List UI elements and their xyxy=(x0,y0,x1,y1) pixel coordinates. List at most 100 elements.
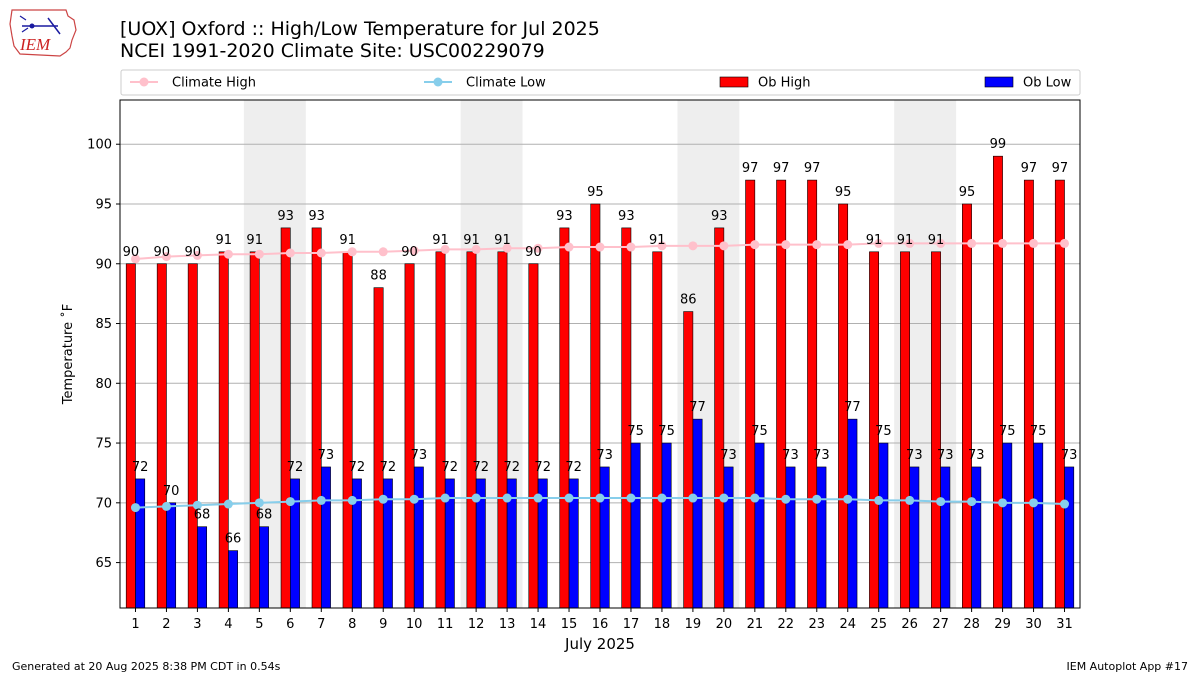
ob-high-bar xyxy=(404,263,415,609)
ob-high-bar xyxy=(249,251,260,609)
climate-low-point xyxy=(1029,498,1039,508)
climate-low-point xyxy=(781,494,791,504)
ob-low-legend-patch xyxy=(984,76,1014,88)
ob-high-bar xyxy=(992,155,1003,609)
ob-high-bar xyxy=(590,203,601,609)
ob-low-label: 75 xyxy=(1030,424,1047,439)
climate-low-point xyxy=(409,494,419,504)
ob-high-bar xyxy=(466,251,477,609)
ob-low-label: 75 xyxy=(875,424,892,439)
climate-low-point xyxy=(967,497,977,507)
y-axis-title: Temperature ˚F xyxy=(60,304,76,405)
ob-low-label: 73 xyxy=(906,448,923,463)
data-labels: 90 90 90 91 91 93 93 91 88 90 91 91 91 90 93 95 93 91 86 93… xyxy=(123,137,1078,546)
climate-high-legend-marker xyxy=(139,77,149,87)
climate-low-point xyxy=(657,493,667,503)
x-tick-label: 30 xyxy=(1025,617,1042,632)
iem-logo: IEM xyxy=(9,9,77,57)
climate-low-point xyxy=(316,495,326,505)
ob-low-label: 72 xyxy=(380,460,397,475)
y-tick-label: 85 xyxy=(95,317,112,332)
ob-low-bar xyxy=(1033,442,1044,609)
ob-low-label: 73 xyxy=(968,448,985,463)
ob-low-label: 73 xyxy=(318,448,335,463)
ob-high-label: 91 xyxy=(928,233,945,248)
x-tick-label: 7 xyxy=(317,617,325,632)
climate-high-legend-label: Climate High xyxy=(172,76,256,91)
y-tick-label: 100 xyxy=(87,138,112,153)
x-tick-label: 6 xyxy=(286,617,294,632)
climate-high-point xyxy=(285,248,295,258)
x-tick-label: 19 xyxy=(685,617,702,632)
ob-low-label: 72 xyxy=(503,460,520,475)
climate-high-point xyxy=(595,242,605,252)
ob-high-bar xyxy=(497,251,508,609)
climate-high-point xyxy=(192,250,202,260)
y-tick-label: 75 xyxy=(95,437,112,452)
ob-low-bar xyxy=(135,478,146,609)
ob-low-bar xyxy=(661,442,672,609)
x-tick-label: 1 xyxy=(131,617,139,632)
climate-high-point xyxy=(471,244,481,254)
climate-high-point xyxy=(254,249,264,259)
ob-low-label: 72 xyxy=(132,460,149,475)
ob-high-label: 91 xyxy=(649,233,666,248)
ob-high-bar xyxy=(900,251,910,609)
ob-low-legend-label: Ob Low xyxy=(1023,76,1072,91)
y-tick-label: 70 xyxy=(95,496,112,511)
ob-high-label: 91 xyxy=(494,233,511,248)
y-tick-label: 65 xyxy=(95,556,112,571)
ob-high-bar xyxy=(311,227,322,609)
ob-high-label: 93 xyxy=(308,209,325,224)
ob-low-label: 72 xyxy=(534,460,551,475)
x-tick-label: 24 xyxy=(839,617,856,632)
x-tick-label: 21 xyxy=(747,617,764,632)
ob-low-bar xyxy=(723,466,734,609)
climate-high-point xyxy=(533,243,543,253)
x-tick-label: 13 xyxy=(499,617,516,632)
ob-low-bar xyxy=(785,466,796,609)
climate-low-point xyxy=(626,493,636,503)
climate-low-point xyxy=(936,497,946,507)
ob-low-label: 73 xyxy=(411,448,428,463)
ob-high-label: 95 xyxy=(587,185,604,200)
climate-low-legend-label: Climate Low xyxy=(466,76,546,91)
ob-low-label: 72 xyxy=(287,460,304,475)
climate-low-point xyxy=(533,493,543,503)
ob-high-bar xyxy=(373,287,384,609)
ob-low-bar xyxy=(847,418,858,609)
x-tick-label: 15 xyxy=(561,617,578,632)
x-tick-label: 17 xyxy=(623,617,640,632)
ob-low-bar xyxy=(413,466,424,609)
climate-low-point xyxy=(192,500,202,510)
climate-high-point xyxy=(347,247,357,257)
climate-high-point xyxy=(564,242,574,252)
ob-low-label: 73 xyxy=(813,448,830,463)
ob-high-bar xyxy=(559,227,570,609)
ob-high-label: 91 xyxy=(897,233,914,248)
x-tick-label: 10 xyxy=(406,617,423,632)
ob-high-label: 97 xyxy=(1021,161,1038,176)
x-tick-label: 25 xyxy=(870,617,887,632)
climate-low-point xyxy=(874,495,884,505)
ob-low-label: 72 xyxy=(442,460,459,475)
x-tick-label: 29 xyxy=(994,617,1011,632)
ob-high-label: 93 xyxy=(711,209,728,224)
ob-low-label: 70 xyxy=(163,484,180,499)
climate-lines xyxy=(130,238,1070,513)
ob-high-label: 95 xyxy=(835,185,852,200)
ob-high-bar xyxy=(962,203,972,609)
x-tick-label: 11 xyxy=(437,617,454,632)
climate-low-point xyxy=(285,497,295,507)
x-tick-label: 23 xyxy=(809,617,826,632)
ob-low-label: 73 xyxy=(1061,448,1078,463)
x-tick-label: 28 xyxy=(963,617,980,632)
y-tick-label: 95 xyxy=(95,197,112,212)
ob-low-bar xyxy=(754,442,765,609)
climate-high-point xyxy=(1029,238,1039,248)
ob-high-bar xyxy=(683,311,694,609)
x-tick-label: 3 xyxy=(193,617,201,632)
ob-high-bar xyxy=(218,251,229,609)
climate-low-point xyxy=(502,493,512,503)
